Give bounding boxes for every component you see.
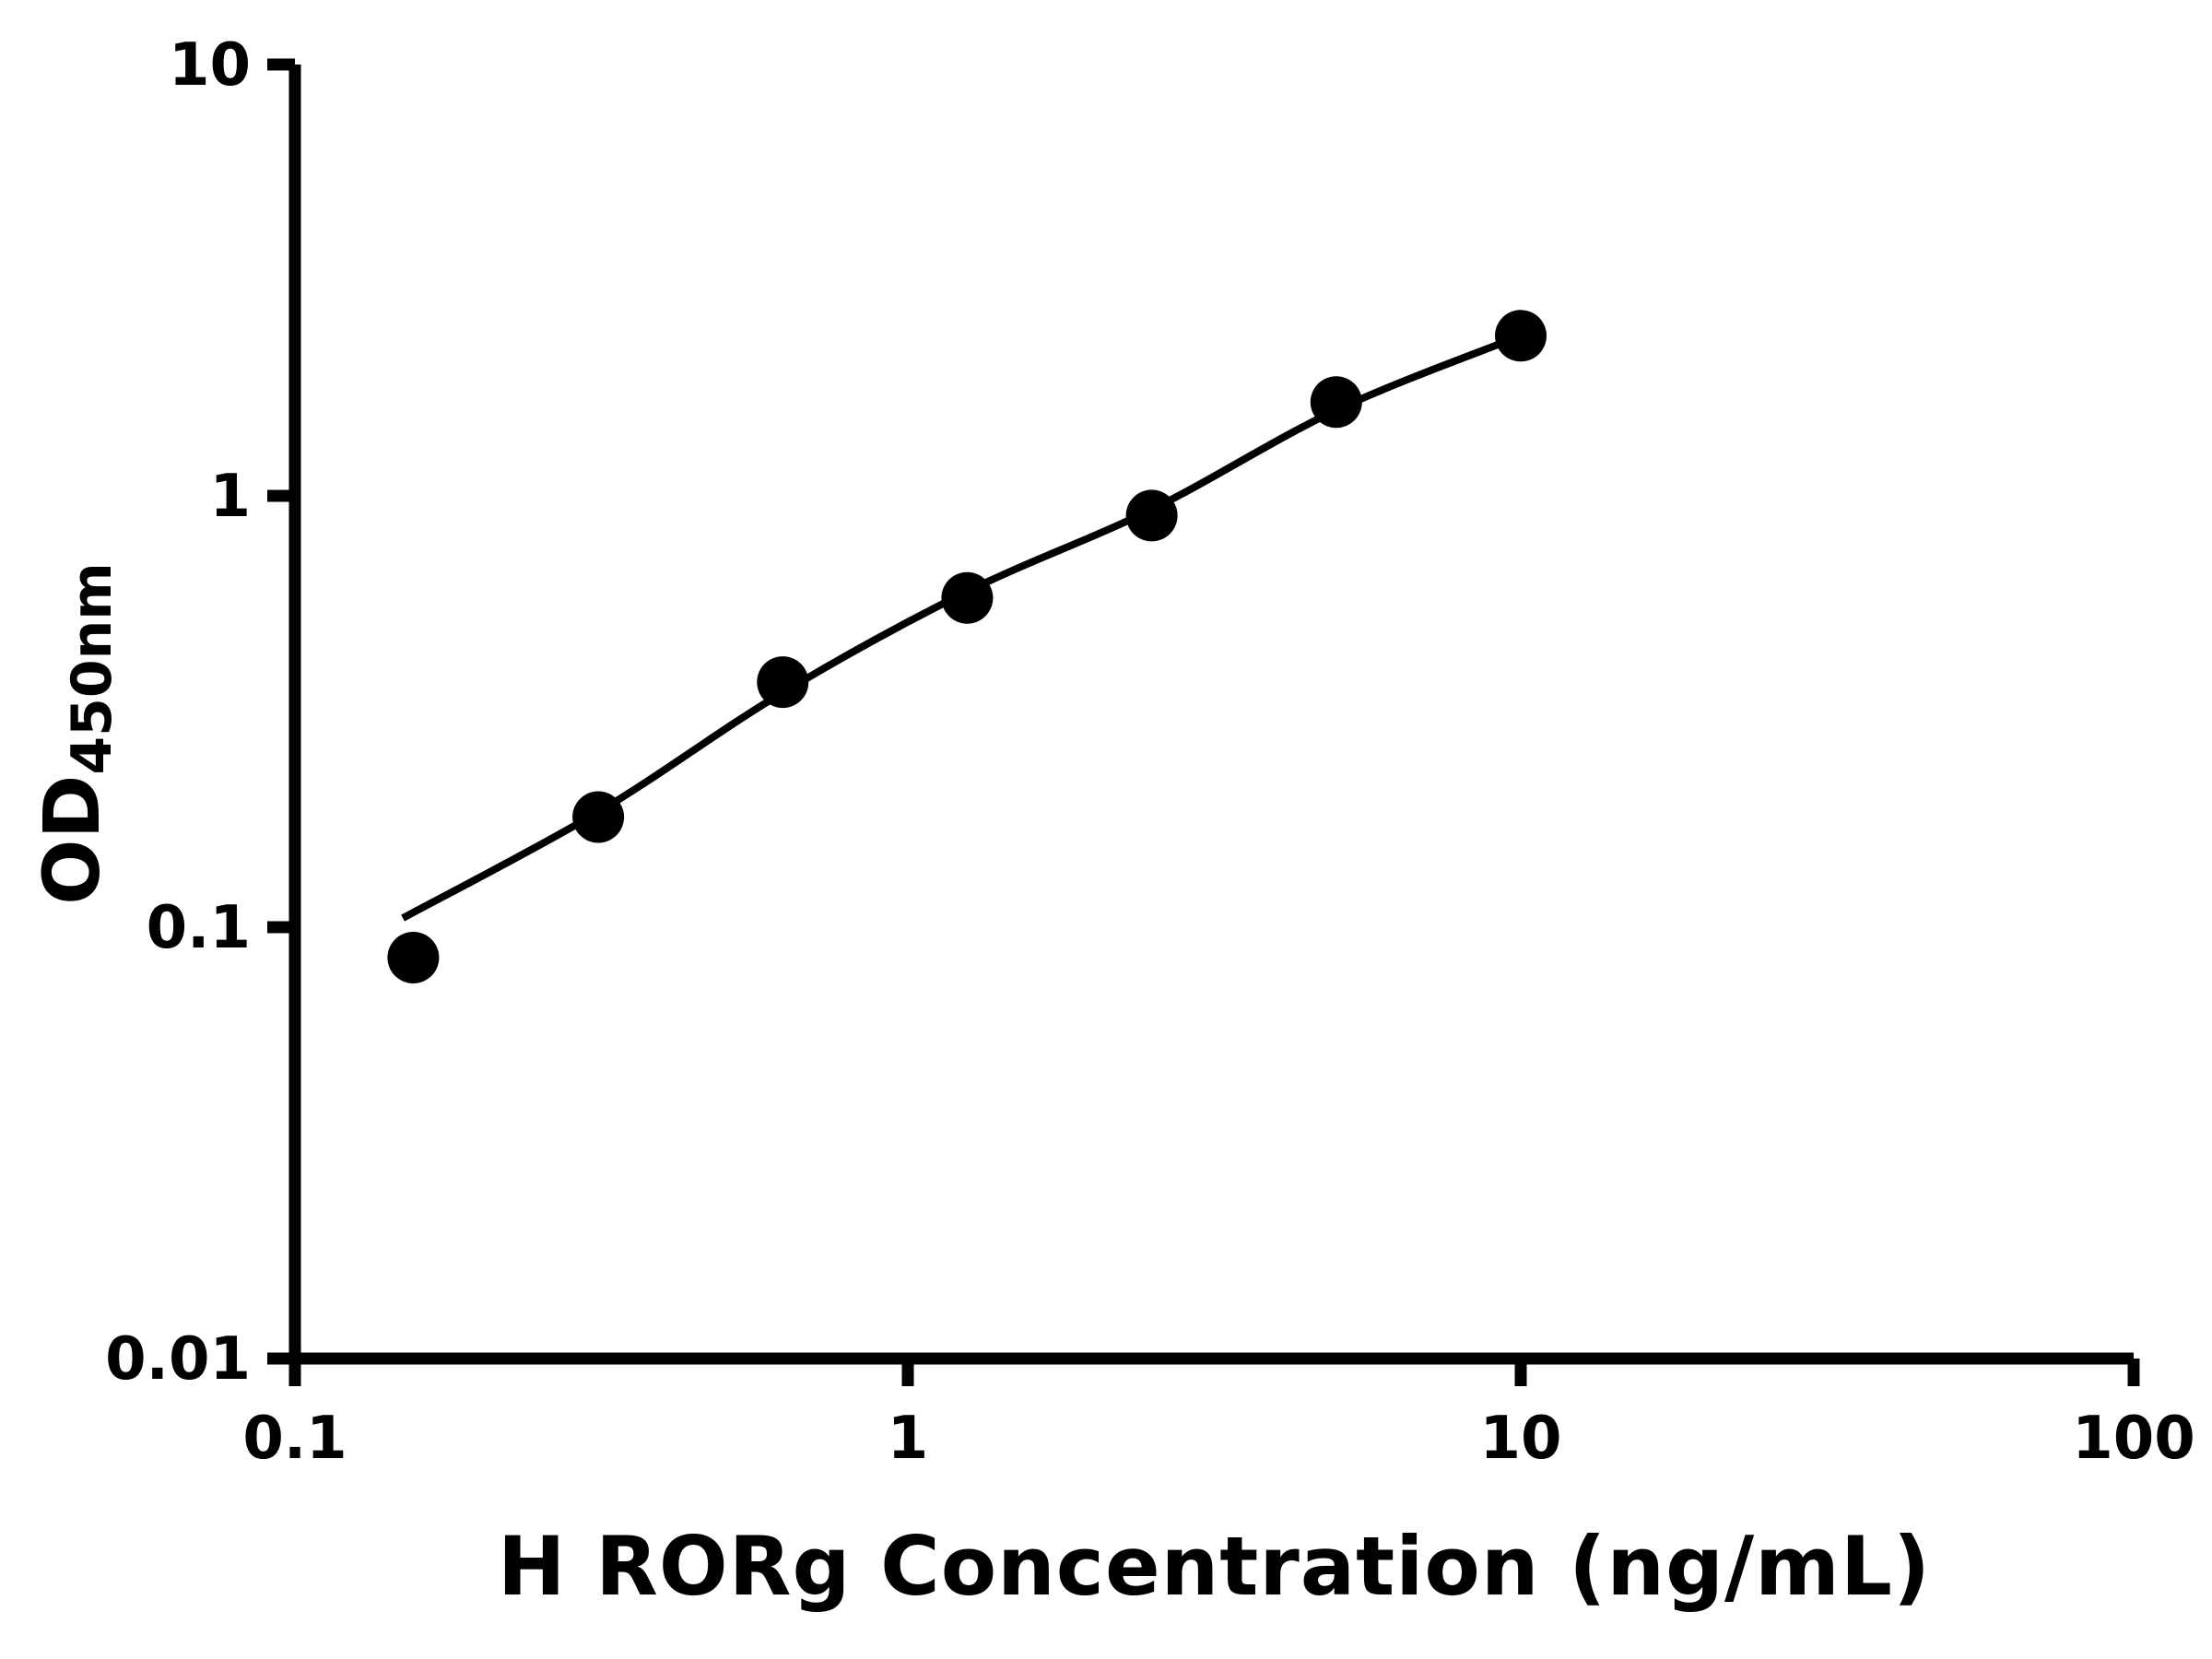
x-tick-label: 0.1 [242,1405,347,1473]
x-tick-label: 10 [1479,1405,1561,1473]
data-point-marker [1125,489,1178,542]
data-point-marker [572,791,625,843]
x-tick-label: 100 [2072,1405,2195,1473]
data-point-marker [1495,310,1547,362]
y-axis-title-main: OD [26,774,117,905]
y-axis-title-subscript: 450nm [60,562,125,775]
y-axis-title: OD450nm [27,562,124,905]
y-tick-label: 0.01 [105,1325,251,1394]
fitted-curve-line [401,332,1523,922]
x-tick-label: 1 [888,1405,929,1473]
y-tick-label: 1 [209,463,251,531]
data-point-marker [757,656,809,709]
y-tick-label: 0.1 [147,894,251,962]
data-point-marker [1310,376,1362,429]
data-point-marker [941,571,994,624]
y-tick-label: 10 [169,31,251,100]
data-point-marker [387,932,440,983]
x-axis-title: H RORg Concentration (ng/mL) [497,1519,1932,1614]
